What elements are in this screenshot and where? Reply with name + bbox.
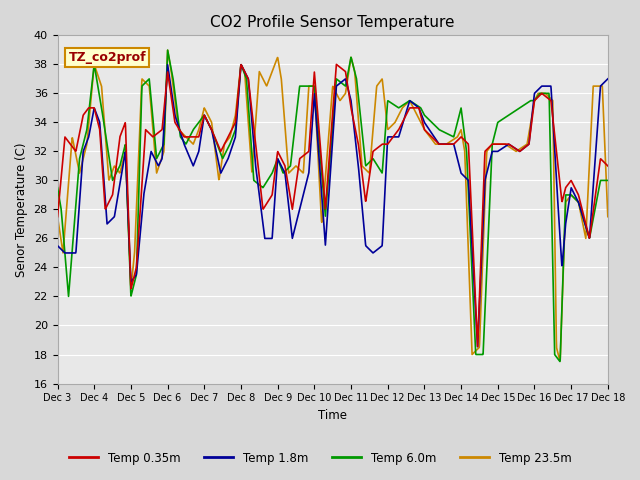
- Y-axis label: Senor Temperature (C): Senor Temperature (C): [15, 142, 28, 276]
- Text: TZ_co2prof: TZ_co2prof: [68, 51, 146, 64]
- X-axis label: Time: Time: [318, 409, 347, 422]
- Legend: Temp 0.35m, Temp 1.8m, Temp 6.0m, Temp 23.5m: Temp 0.35m, Temp 1.8m, Temp 6.0m, Temp 2…: [64, 447, 576, 469]
- Title: CO2 Profile Sensor Temperature: CO2 Profile Sensor Temperature: [211, 15, 455, 30]
